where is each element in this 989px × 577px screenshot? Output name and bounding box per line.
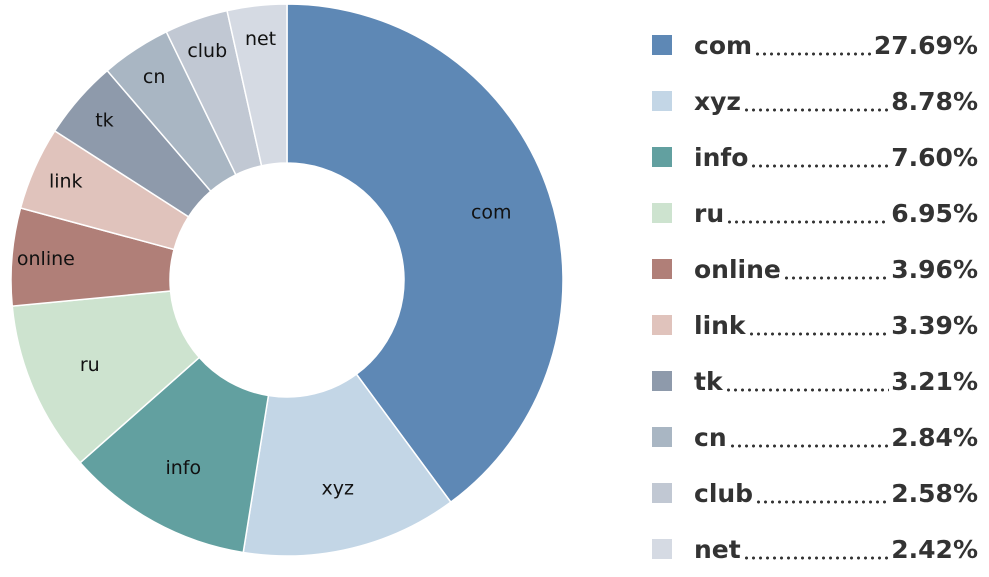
slice-label: info: [165, 457, 201, 479]
legend-leader: [782, 276, 890, 280]
legend-swatch: [652, 35, 672, 55]
legend-leader: [724, 388, 890, 392]
legend-value: 3.96%: [891, 254, 978, 284]
legend-item: xyz 8.78%: [652, 73, 978, 129]
legend-swatch: [652, 427, 672, 447]
slice-label: online: [17, 248, 75, 270]
legend-value: 27.69%: [873, 30, 978, 60]
legend-value: 7.60%: [891, 142, 978, 172]
legend: com 27.69% xyz 8.78% info 7.60% ru 6.95% online 3…: [652, 17, 978, 577]
slice: [286, 3, 564, 504]
slice-label: tk: [95, 110, 113, 132]
slice-label: link: [49, 170, 83, 192]
legend-item: ru 6.95%: [652, 185, 978, 241]
legend-label: tk: [694, 366, 723, 396]
legend-swatch: [652, 203, 672, 223]
legend-item: club 2.58%: [652, 465, 978, 521]
slice-label: xyz: [321, 477, 353, 499]
legend-swatch: [652, 91, 672, 111]
legend-leader: [742, 108, 890, 112]
legend-label: club: [694, 478, 754, 508]
legend-value: 8.78%: [891, 86, 978, 116]
slice-label: com: [471, 201, 512, 223]
slice-label: cn: [143, 66, 166, 88]
legend-swatch: [652, 315, 672, 335]
legend-leader: [728, 444, 890, 448]
legend-item: info 7.60%: [652, 129, 978, 185]
legend-value: 2.58%: [891, 478, 978, 508]
legend-swatch: [652, 539, 672, 559]
legend-item: net 2.42%: [652, 521, 978, 577]
legend-label: xyz: [694, 86, 741, 116]
legend-label: cn: [694, 422, 727, 452]
legend-leader: [750, 164, 890, 168]
legend-label: net: [694, 534, 741, 564]
legend-swatch: [652, 259, 672, 279]
legend-label: link: [694, 310, 746, 340]
legend-value: 3.21%: [891, 366, 978, 396]
legend-label: com: [694, 30, 753, 60]
legend-leader: [755, 500, 890, 504]
legend-label: ru: [694, 198, 725, 228]
slice: [79, 356, 270, 554]
legend-item: cn 2.84%: [652, 409, 978, 465]
legend-value: 3.39%: [891, 310, 978, 340]
legend-item: online 3.96%: [652, 241, 978, 297]
legend-value: 2.84%: [891, 422, 978, 452]
legend-leader: [747, 332, 890, 336]
legend-leader: [742, 556, 890, 560]
legend-item: tk 3.21%: [652, 353, 978, 409]
slice: [226, 3, 288, 167]
legend-leader: [754, 52, 872, 56]
slice-label: ru: [80, 354, 100, 376]
legend-value: 6.95%: [891, 198, 978, 228]
slice: [242, 373, 452, 556]
page: {"chart_data": {"type": "donut", "catego…: [10, 3, 978, 564]
legend-swatch: [652, 147, 672, 167]
legend-swatch: [652, 371, 672, 391]
legend-item: com 27.69%: [652, 17, 978, 73]
legend-value: 2.42%: [891, 534, 978, 564]
slice-label: club: [187, 40, 227, 62]
slice-label: net: [245, 28, 276, 50]
legend-label: info: [694, 142, 749, 172]
legend-swatch: [652, 483, 672, 503]
legend-label: online: [694, 254, 781, 284]
legend-leader: [726, 220, 890, 224]
legend-item: link 3.39%: [652, 297, 978, 353]
